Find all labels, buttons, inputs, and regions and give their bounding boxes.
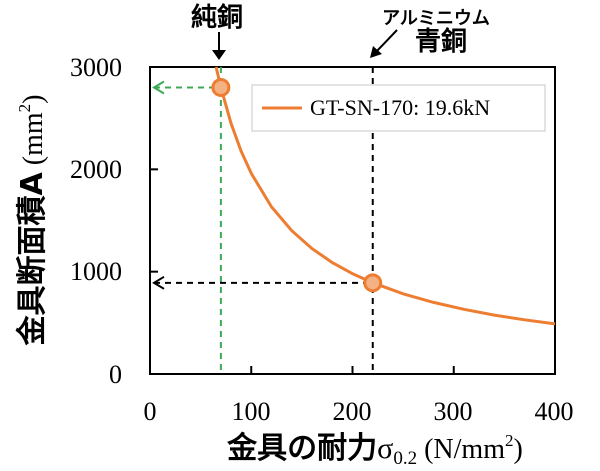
legend-label: GT-SN-170: 19.6kN bbox=[310, 95, 490, 120]
y-tick-marks bbox=[150, 66, 158, 375]
x-tick-label-0: 0 bbox=[144, 397, 157, 426]
arrowhead-pure-copper bbox=[152, 80, 165, 95]
y-tick-label-1000: 1000 bbox=[70, 257, 122, 286]
data-point-pure-copper bbox=[211, 77, 231, 97]
annotation-arrow-pure-copper-head bbox=[212, 50, 226, 60]
x-tick-marks bbox=[149, 366, 556, 374]
y-tick-label-0: 0 bbox=[109, 360, 122, 389]
arrowhead-bronze bbox=[152, 275, 165, 290]
annotation-bronze: 青銅 bbox=[415, 26, 467, 57]
y-tick-label-3000: 3000 bbox=[70, 53, 122, 82]
x-tick-label-300: 300 bbox=[434, 397, 473, 426]
x-axis-label: 金具の耐力σ0.2 (N/mm2) bbox=[226, 431, 523, 469]
legend: GT-SN-170: 19.6kN bbox=[251, 84, 546, 132]
annotation-arrow-bronze-head bbox=[370, 46, 382, 58]
y-axis-label: 金具断面積A (mm2) bbox=[15, 95, 50, 347]
x-tick-label-400: 400 bbox=[535, 397, 574, 426]
annotation-arrow-bronze-shaft bbox=[375, 29, 398, 53]
annotation-pure-copper: 純銅 bbox=[191, 2, 243, 33]
series-line-gt-sn-170 bbox=[214, 66, 556, 326]
x-tick-label-200: 200 bbox=[333, 397, 372, 426]
data-point-bronze bbox=[363, 273, 383, 293]
y-tick-label-2000: 2000 bbox=[70, 155, 122, 184]
annotation-aluminium: アルミニウム bbox=[382, 8, 490, 29]
x-tick-label-100: 100 bbox=[232, 397, 271, 426]
